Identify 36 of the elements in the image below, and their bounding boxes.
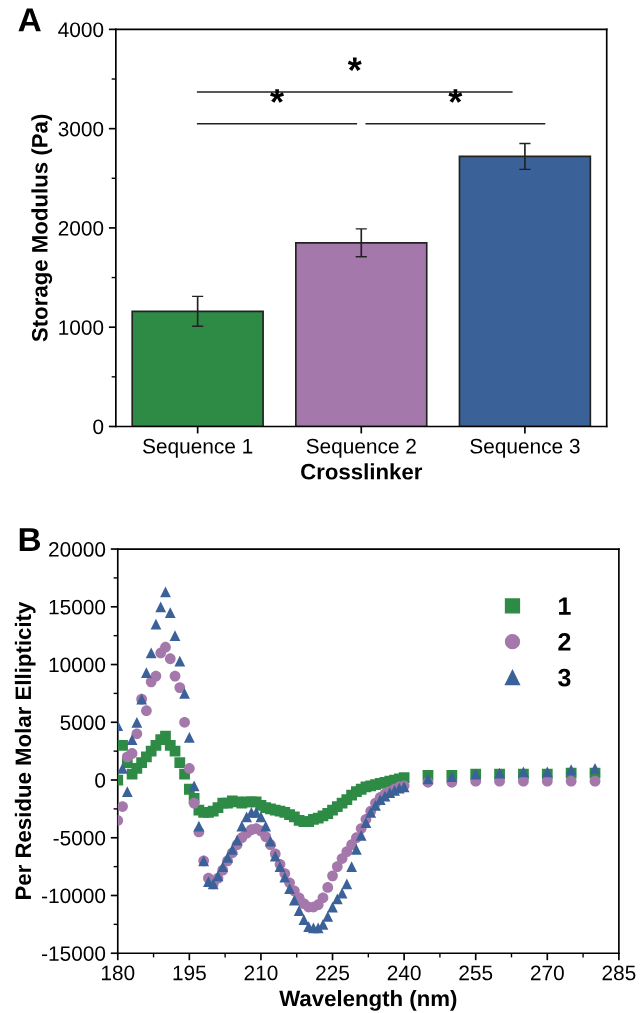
y-axis-title: Storage Modulus (Pa) [31,114,53,342]
y-tick-label: 3000 [58,121,104,137]
x-tick-label: Sequence 3 [470,438,580,458]
x-tick-label: 285 [602,965,636,981]
legend-label: 1 [559,597,571,615]
x-tick-label: 225 [316,965,350,981]
y-tick-label: 20000 [49,542,106,557]
x-axis-title: Crosslinker [301,463,423,480]
y-tick-label: -15000 [42,946,106,961]
y-tick-label: -5000 [53,830,106,846]
chart-title: A [18,8,41,32]
y-tick-label: 10000 [49,657,106,673]
annotation: * [448,89,463,103]
y-tick-label: 4000 [58,22,104,38]
y-tick-label: 0 [95,773,106,788]
x-tick-label: 255 [459,965,493,981]
x-tick-label: 195 [173,965,206,981]
y-tick-label: 2000 [58,220,104,236]
x-tick-label: Sequence 2 [306,438,416,458]
y-tick-label: 15000 [49,599,106,615]
legend-label: 3 [558,668,571,687]
y-tick-label: -10000 [42,888,106,904]
annotation: * [347,57,362,72]
annotation: * [270,89,284,103]
x-axis-title: Wavelength (nm) [279,990,457,1011]
y-tick-label: 0 [93,419,104,435]
x-tick-label: 180 [101,965,135,981]
x-tick-label: Sequence 1 [143,438,253,458]
x-tick-label: 240 [387,965,421,981]
legend-label: 2 [558,633,571,651]
y-axis-title: Per Residue Molar Ellipticity [14,601,36,900]
y-tick-label: 5000 [60,715,106,731]
x-tick-label: 210 [244,965,278,981]
chart-title: B [19,528,41,552]
y-tick-label: 1000 [59,320,104,335]
x-tick-label: 270 [530,965,564,981]
